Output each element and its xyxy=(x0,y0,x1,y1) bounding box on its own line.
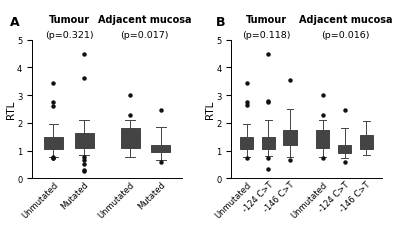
PathPatch shape xyxy=(151,145,170,152)
Text: B: B xyxy=(216,16,226,29)
Text: (p=0.016): (p=0.016) xyxy=(321,31,370,40)
Text: (p=0.321): (p=0.321) xyxy=(45,31,94,40)
Text: Tumour: Tumour xyxy=(246,15,287,25)
PathPatch shape xyxy=(262,137,275,149)
PathPatch shape xyxy=(360,136,373,149)
Text: Tumour: Tumour xyxy=(49,15,90,25)
PathPatch shape xyxy=(240,137,253,149)
Text: A: A xyxy=(10,16,19,29)
Text: (p=0.017): (p=0.017) xyxy=(120,31,169,40)
PathPatch shape xyxy=(75,133,94,148)
PathPatch shape xyxy=(283,130,297,145)
Y-axis label: RTL: RTL xyxy=(205,100,215,119)
Text: Adjacent mucosa: Adjacent mucosa xyxy=(98,15,192,25)
Y-axis label: RTL: RTL xyxy=(6,100,16,119)
PathPatch shape xyxy=(44,137,63,149)
PathPatch shape xyxy=(121,129,140,148)
Text: Adjacent mucosa: Adjacent mucosa xyxy=(299,15,392,25)
PathPatch shape xyxy=(338,145,351,154)
PathPatch shape xyxy=(316,130,330,148)
Text: (p=0.118): (p=0.118) xyxy=(242,31,291,40)
